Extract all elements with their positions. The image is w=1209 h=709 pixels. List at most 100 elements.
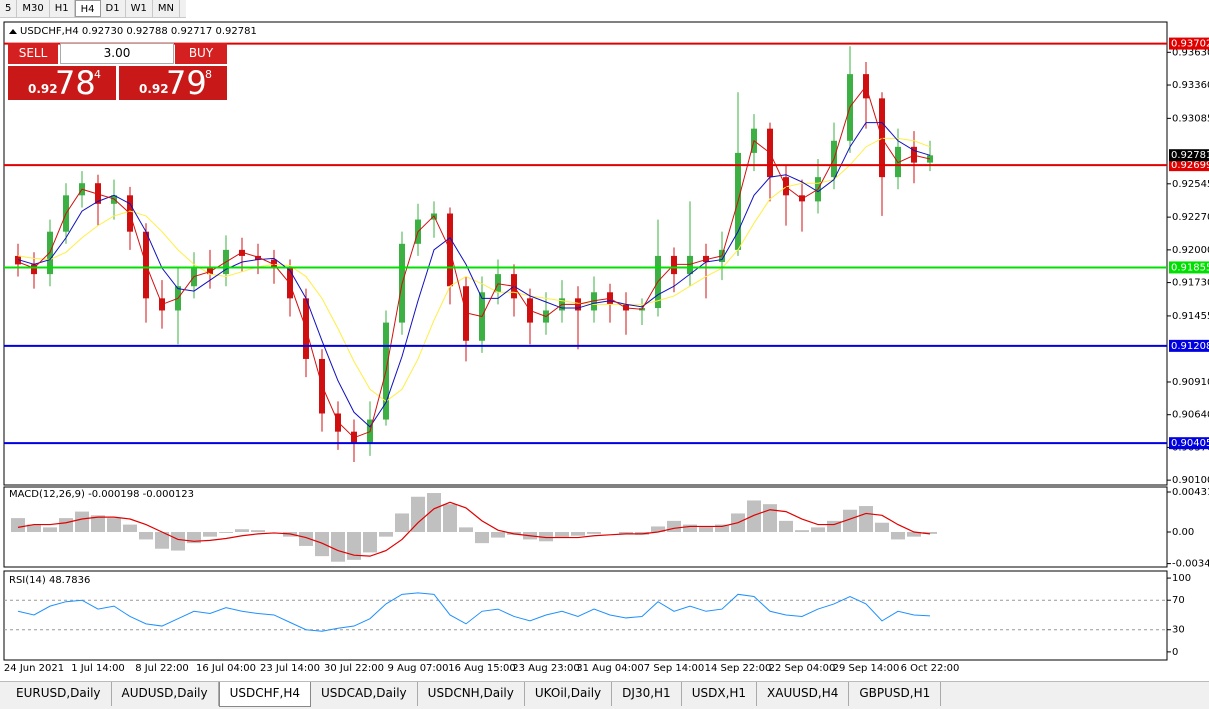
y-tick-label: 100: [1172, 573, 1191, 584]
macd-bar: [923, 532, 937, 534]
macd-bar: [827, 520, 841, 533]
timeframe-button[interactable]: H4: [74, 0, 101, 17]
chart-tab[interactable]: AUDUSD,Daily: [112, 682, 219, 706]
level-label-bg: [1169, 339, 1209, 352]
price-label: 0.92781: [1171, 150, 1209, 161]
macd-bar: [171, 532, 185, 551]
timeframe-button[interactable]: H1: [50, 0, 75, 17]
chart-tab[interactable]: UKOil,Daily: [525, 682, 613, 706]
macd-bar: [907, 532, 921, 537]
candle-body: [495, 274, 501, 293]
y-tick-label: -0.003405: [1172, 559, 1209, 570]
buy-button[interactable]: BUY: [175, 43, 227, 64]
macd-bar: [155, 532, 169, 549]
chart-tab[interactable]: DJ30,H1: [612, 682, 682, 706]
candle-body: [15, 255, 21, 265]
candle-body: [687, 255, 693, 275]
moving-average: [17, 137, 931, 402]
macd-bar: [475, 532, 489, 544]
macd-bar: [459, 527, 473, 533]
timeframe-button[interactable]: MN: [153, 0, 180, 17]
chart-tab[interactable]: GBPUSD,H1: [849, 682, 942, 706]
sell-pip: 4: [94, 68, 101, 81]
macd-bar: [443, 504, 457, 533]
macd-bar: [347, 532, 361, 560]
candle-body: [591, 292, 597, 311]
y-tick-label: 70: [1172, 595, 1185, 606]
x-tick-label: 24 Jun 2021: [4, 663, 64, 674]
collapse-icon[interactable]: [9, 29, 17, 34]
chart-tab[interactable]: USDCNH,Daily: [418, 682, 525, 706]
x-tick-label: 22 Sep 04:00: [769, 663, 836, 674]
candle-body: [703, 255, 709, 262]
macd-bar: [779, 520, 793, 533]
y-tick-label: 0.92545: [1172, 179, 1209, 190]
chart-tab[interactable]: USDCAD,Daily: [311, 682, 418, 706]
macd-signal: [17, 501, 931, 557]
y-tick-label: 30: [1172, 625, 1185, 636]
macd-bar: [427, 493, 441, 533]
timeframe-button[interactable]: 5: [0, 0, 18, 17]
macd-bar: [683, 524, 697, 533]
macd-bar: [299, 532, 313, 546]
macd-bar: [11, 518, 25, 533]
candle-body: [463, 286, 469, 341]
level-label-bg: [1169, 437, 1209, 450]
level-label: 0.92699: [1171, 160, 1209, 171]
macd-bar: [811, 527, 825, 533]
macd-bar: [843, 509, 857, 533]
macd-bar: [219, 532, 233, 533]
buy-prefix: 0.92: [139, 82, 169, 96]
chart-tab[interactable]: EURUSD,Daily: [6, 682, 112, 706]
timeframe-button[interactable]: W1: [126, 0, 153, 17]
macd-bar: [331, 532, 345, 562]
chart-tab[interactable]: XAUUSD,H4: [757, 682, 850, 706]
y-tick-label: 0.93630: [1172, 47, 1209, 58]
macd-bar: [139, 532, 153, 540]
chart-tabs: EURUSD,Daily AUDUSD,Daily USDCHF,H4 USDCAD,…: [0, 681, 1209, 709]
y-tick-label: 0: [1172, 647, 1178, 658]
chart-tab[interactable]: USDX,H1: [682, 682, 758, 706]
macd-bar: [59, 518, 73, 533]
level-label-bg: [1169, 159, 1209, 172]
x-tick-label: 14 Sep 22:00: [705, 663, 772, 674]
level-label-bg: [1169, 261, 1209, 274]
candle-body: [31, 264, 37, 275]
level-label-bg: [1169, 37, 1209, 50]
macd-bar: [411, 496, 425, 533]
macd-bar: [43, 527, 57, 533]
candle-body: [207, 268, 213, 275]
sell-prefix: 0.92: [28, 82, 58, 96]
macd-bar: [891, 532, 905, 540]
sell-button[interactable]: SELL: [8, 43, 58, 64]
candle-body: [911, 146, 917, 163]
macd-bar: [587, 532, 601, 534]
macd-bar: [539, 532, 553, 542]
rsi-title: RSI(14) 48.7836: [9, 575, 90, 586]
candle-body: [623, 304, 629, 311]
macd-bar: [859, 506, 873, 533]
x-tick-label: 29 Sep 14:00: [833, 663, 900, 674]
candle-body: [271, 259, 277, 269]
moving-average: [17, 122, 931, 428]
chart-tab[interactable]: USDCHF,H4: [218, 682, 312, 707]
macd-bar: [187, 532, 201, 544]
x-tick-label: 23 Aug 23:00: [512, 663, 579, 674]
sell-price[interactable]: 0.92 78 4: [8, 66, 116, 100]
x-tick-label: 31 Aug 04:00: [576, 663, 643, 674]
macd-bar: [395, 513, 409, 533]
buy-price[interactable]: 0.92 79 8: [119, 66, 227, 100]
macd-bar: [651, 526, 665, 533]
macd-bar: [379, 532, 393, 537]
macd-bar: [715, 524, 729, 533]
timeframe-button[interactable]: D1: [101, 0, 126, 17]
timeframe-button[interactable]: M30: [17, 0, 50, 17]
moving-average: [17, 85, 931, 439]
lots-input[interactable]: 3.00: [60, 43, 174, 64]
